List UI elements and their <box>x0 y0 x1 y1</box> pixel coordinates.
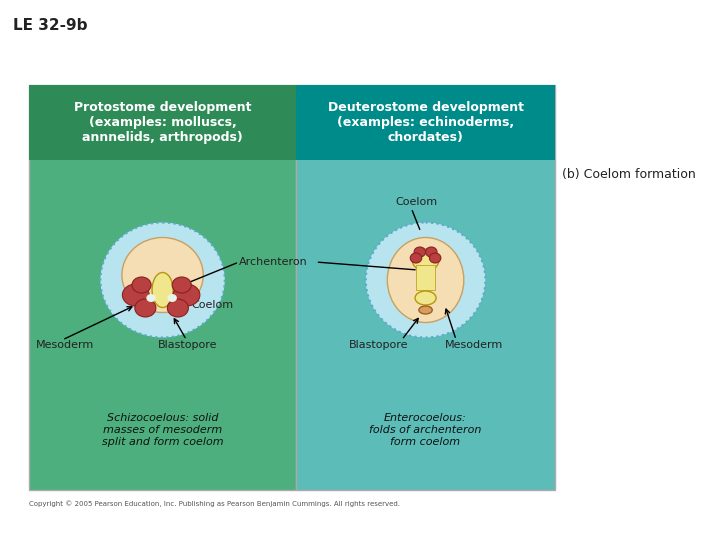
Text: Coelom: Coelom <box>395 197 437 207</box>
Ellipse shape <box>152 273 173 307</box>
Text: Schizocoelous: solid
masses of mesoderm
split and form coelom: Schizocoelous: solid masses of mesoderm … <box>102 414 223 447</box>
Ellipse shape <box>366 222 485 338</box>
Ellipse shape <box>100 222 225 338</box>
Ellipse shape <box>122 284 149 306</box>
Text: Enterocoelous:
folds of archenteron
form coelom: Enterocoelous: folds of archenteron form… <box>369 414 482 447</box>
Ellipse shape <box>415 291 436 305</box>
Ellipse shape <box>173 284 200 306</box>
Text: Mesoderm: Mesoderm <box>445 340 503 350</box>
Ellipse shape <box>135 299 156 317</box>
Text: Blastopore: Blastopore <box>349 340 408 350</box>
Ellipse shape <box>410 253 422 263</box>
FancyBboxPatch shape <box>29 85 297 160</box>
Ellipse shape <box>146 294 156 302</box>
Text: Copyright © 2005 Pearson Education, Inc. Publishing as Pearson Benjamin Cummings: Copyright © 2005 Pearson Education, Inc.… <box>29 500 400 507</box>
Text: Blastopore: Blastopore <box>158 340 217 350</box>
Ellipse shape <box>167 299 189 317</box>
Text: Archenteron: Archenteron <box>239 257 308 267</box>
Ellipse shape <box>414 247 426 257</box>
Text: Deuterostome development
(examples: echinoderms,
chordates): Deuterostome development (examples: echi… <box>328 101 523 144</box>
Ellipse shape <box>419 306 432 314</box>
Ellipse shape <box>412 249 439 271</box>
FancyBboxPatch shape <box>297 85 554 490</box>
FancyBboxPatch shape <box>416 265 435 290</box>
FancyBboxPatch shape <box>297 85 554 160</box>
Text: Mesoderm: Mesoderm <box>36 340 94 350</box>
Ellipse shape <box>122 238 203 313</box>
Ellipse shape <box>132 277 151 293</box>
FancyBboxPatch shape <box>29 85 297 490</box>
Ellipse shape <box>172 277 192 293</box>
Ellipse shape <box>387 238 464 322</box>
Ellipse shape <box>426 247 437 257</box>
Ellipse shape <box>167 294 177 302</box>
Text: LE 32-9b: LE 32-9b <box>14 18 88 33</box>
Text: (b) Coelom formation: (b) Coelom formation <box>562 168 696 181</box>
Text: Protostome development
(examples: molluscs,
annnelids, arthropods): Protostome development (examples: mollus… <box>74 101 251 144</box>
Ellipse shape <box>429 253 441 263</box>
Text: Coelom: Coelom <box>192 300 233 310</box>
